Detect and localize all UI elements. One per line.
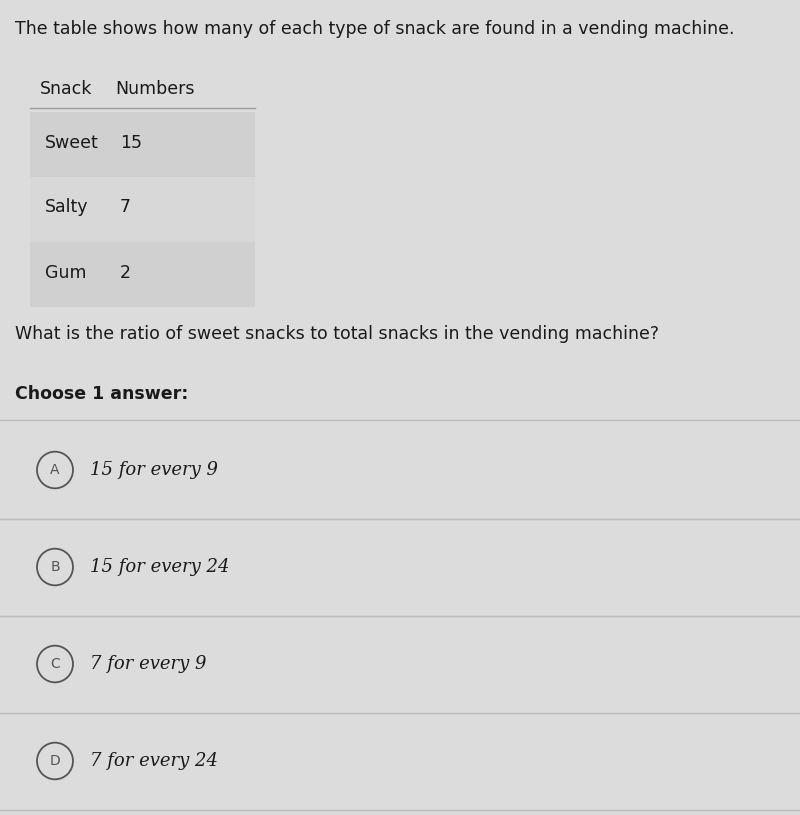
Text: 15 for every 24: 15 for every 24 (90, 558, 230, 576)
Text: Choose 1 answer:: Choose 1 answer: (15, 385, 188, 403)
Text: Numbers: Numbers (115, 80, 194, 98)
Text: Salty: Salty (45, 199, 89, 217)
FancyBboxPatch shape (30, 177, 255, 242)
Text: 15: 15 (120, 134, 142, 152)
Text: C: C (50, 657, 60, 671)
Text: A: A (50, 463, 60, 477)
FancyBboxPatch shape (30, 112, 255, 177)
FancyBboxPatch shape (30, 242, 255, 307)
Text: 15 for every 9: 15 for every 9 (90, 461, 218, 479)
Text: 7: 7 (120, 199, 131, 217)
Text: 7 for every 9: 7 for every 9 (90, 655, 206, 673)
Text: Gum: Gum (45, 263, 86, 281)
Text: Snack: Snack (40, 80, 92, 98)
Text: B: B (50, 560, 60, 574)
Text: D: D (50, 754, 60, 768)
Text: 7 for every 24: 7 for every 24 (90, 752, 218, 770)
Text: What is the ratio of sweet snacks to total snacks in the vending machine?: What is the ratio of sweet snacks to tot… (15, 325, 659, 343)
Text: The table shows how many of each type of snack are found in a vending machine.: The table shows how many of each type of… (15, 20, 734, 38)
Text: Sweet: Sweet (45, 134, 98, 152)
Text: 2: 2 (120, 263, 131, 281)
